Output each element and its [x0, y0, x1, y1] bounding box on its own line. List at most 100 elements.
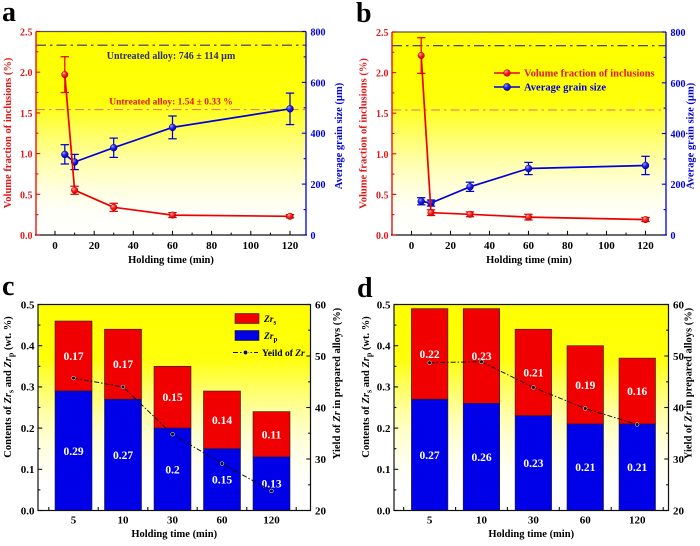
svg-text:600: 600	[311, 78, 326, 89]
svg-text:0.1: 0.1	[21, 464, 35, 476]
svg-text:Yield of Zr in prepared alloys: Yield of Zr in prepared alloys (%)	[684, 307, 695, 459]
svg-text:40: 40	[484, 240, 496, 252]
svg-text:0.21: 0.21	[575, 462, 595, 474]
svg-text:5: 5	[71, 515, 77, 527]
svg-text:1.5: 1.5	[376, 109, 389, 120]
svg-text:30: 30	[315, 454, 327, 466]
svg-text:50: 50	[673, 351, 685, 363]
svg-text:0.17: 0.17	[63, 351, 83, 363]
svg-text:800: 800	[311, 28, 326, 39]
svg-text:40: 40	[673, 402, 685, 414]
svg-text:30: 30	[167, 515, 179, 527]
svg-text:0.1: 0.1	[377, 464, 391, 476]
svg-text:Volume fraction of inclusions: Volume fraction of inclusions (%)	[3, 57, 14, 208]
svg-text:30: 30	[673, 454, 685, 466]
svg-text:0.5: 0.5	[20, 190, 33, 201]
svg-text:0.5: 0.5	[21, 299, 35, 311]
svg-text:80: 80	[206, 240, 218, 252]
svg-text:0.2: 0.2	[165, 464, 180, 476]
svg-text:0.2: 0.2	[377, 423, 391, 435]
svg-text:Zrp: Zrp	[263, 332, 278, 344]
svg-text:0.4: 0.4	[377, 341, 391, 353]
svg-text:0.15: 0.15	[212, 475, 232, 487]
svg-text:0: 0	[671, 231, 676, 242]
svg-text:Volume fraction of inclusions: Volume fraction of inclusions	[524, 69, 655, 80]
svg-text:80: 80	[562, 240, 574, 252]
svg-text:0.23: 0.23	[471, 351, 491, 363]
svg-text:120: 120	[629, 515, 646, 527]
svg-text:d: d	[357, 273, 373, 304]
svg-text:30: 30	[528, 515, 540, 527]
svg-text:2.5: 2.5	[20, 28, 33, 39]
svg-text:10: 10	[476, 515, 488, 527]
svg-text:0: 0	[311, 231, 316, 242]
svg-text:Holding time (min): Holding time (min)	[486, 255, 572, 266]
svg-text:50: 50	[315, 351, 327, 363]
svg-text:Average grain size: Average grain size	[524, 83, 606, 94]
svg-text:0.14: 0.14	[212, 415, 232, 427]
svg-text:20: 20	[315, 505, 327, 517]
svg-text:b: b	[356, 0, 372, 29]
svg-text:Zrs: Zrs	[263, 315, 277, 327]
svg-text:0.3: 0.3	[377, 382, 391, 394]
svg-text:10: 10	[118, 515, 130, 527]
svg-text:0.5: 0.5	[376, 190, 389, 201]
svg-text:Yeild of Zr: Yeild of Zr	[262, 349, 305, 359]
svg-text:200: 200	[671, 180, 686, 191]
svg-text:0: 0	[409, 240, 415, 252]
svg-text:2.0: 2.0	[376, 69, 389, 80]
svg-text:0.19: 0.19	[575, 380, 595, 392]
svg-text:Contents of Zrs and Zrp (wt. %: Contents of Zrs and Zrp (wt. %)	[3, 316, 16, 458]
svg-text:0.4: 0.4	[21, 341, 35, 353]
svg-text:2.5: 2.5	[376, 28, 389, 39]
svg-text:0.0: 0.0	[21, 505, 35, 517]
svg-text:400: 400	[671, 130, 686, 141]
svg-text:0.27: 0.27	[420, 450, 440, 462]
svg-text:400: 400	[311, 129, 326, 140]
svg-text:40: 40	[315, 402, 327, 414]
svg-text:120: 120	[637, 240, 654, 252]
svg-text:600: 600	[671, 79, 686, 90]
svg-text:Yield of Zr in prepared alloys: Yield of Zr in prepared alloys (%)	[332, 307, 343, 459]
svg-text:0.5: 0.5	[377, 299, 391, 311]
svg-text:2.0: 2.0	[20, 68, 33, 79]
svg-text:40: 40	[128, 240, 140, 252]
svg-text:0.0: 0.0	[20, 231, 33, 242]
svg-text:60: 60	[580, 515, 592, 527]
svg-text:0.26: 0.26	[471, 452, 491, 464]
svg-text:0.27: 0.27	[113, 450, 133, 462]
svg-text:200: 200	[311, 180, 326, 191]
svg-text:Average grain size (µm): Average grain size (µm)	[686, 82, 697, 189]
svg-text:5: 5	[427, 515, 433, 527]
svg-text:1.0: 1.0	[376, 150, 389, 161]
svg-text:0.13: 0.13	[261, 479, 281, 491]
svg-text:60: 60	[673, 299, 685, 311]
svg-text:Average grain size (µm): Average grain size (µm)	[334, 82, 345, 189]
svg-text:0.23: 0.23	[523, 458, 543, 470]
svg-text:0.29: 0.29	[63, 446, 83, 458]
svg-text:0.21: 0.21	[627, 462, 647, 474]
svg-text:60: 60	[523, 240, 535, 252]
svg-text:Untreated alloy: 746 ± 114 µm: Untreated alloy: 746 ± 114 µm	[107, 51, 236, 62]
svg-text:60: 60	[217, 515, 229, 527]
svg-text:20: 20	[89, 240, 101, 252]
svg-text:c: c	[2, 271, 14, 302]
svg-text:60: 60	[167, 240, 179, 252]
svg-text:Contents of Zrs and Zrp (wt. %: Contents of Zrs and Zrp (wt. %)	[361, 316, 374, 458]
svg-text:1.0: 1.0	[20, 150, 33, 161]
svg-text:Holding time (min): Holding time (min)	[488, 529, 574, 540]
svg-text:0.2: 0.2	[21, 423, 35, 435]
svg-text:800: 800	[671, 28, 686, 39]
svg-text:a: a	[2, 0, 16, 28]
svg-text:Volume fraction of inclusions: Volume fraction of inclusions (%)	[359, 58, 370, 209]
svg-text:120: 120	[263, 515, 280, 527]
svg-text:0.21: 0.21	[523, 368, 543, 380]
svg-text:Holding time (min): Holding time (min)	[128, 255, 214, 266]
svg-text:20: 20	[673, 505, 685, 517]
svg-text:120: 120	[282, 240, 299, 252]
svg-text:0.16: 0.16	[627, 386, 647, 398]
svg-text:60: 60	[315, 299, 327, 311]
svg-text:0: 0	[52, 240, 58, 252]
svg-text:Untreated alloy: 1.54 ± 0.33 %: Untreated alloy: 1.54 ± 0.33 %	[109, 98, 233, 108]
svg-text:100: 100	[598, 240, 615, 252]
